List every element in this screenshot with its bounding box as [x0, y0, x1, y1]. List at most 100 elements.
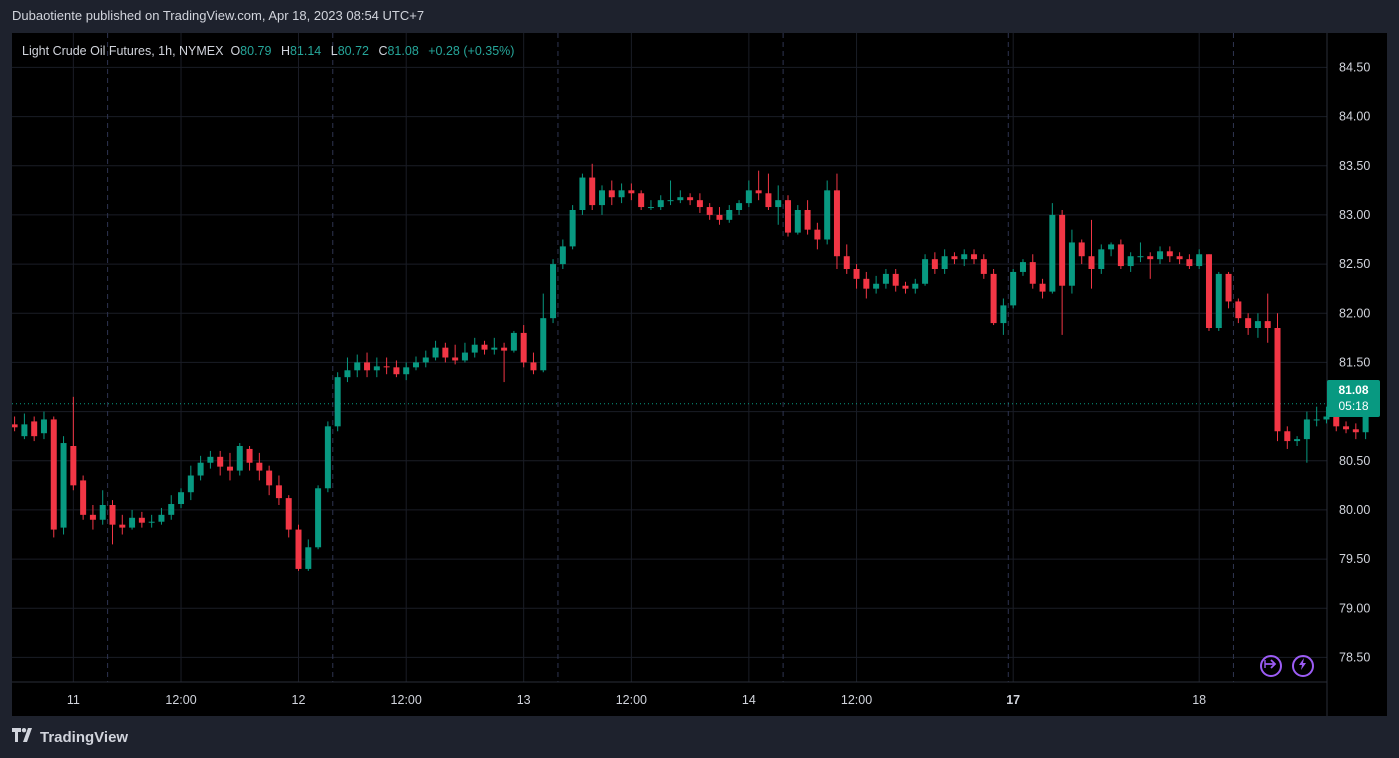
candle-body	[980, 259, 987, 274]
candle	[1352, 423, 1359, 440]
high-value: 81.14	[289, 44, 322, 58]
candle	[501, 342, 508, 383]
candle	[833, 173, 840, 269]
candlestick-chart[interactable]: 84.5084.0083.5083.0082.5082.0081.5081.00…	[12, 33, 1387, 716]
replay-button[interactable]	[1260, 655, 1282, 677]
candle	[618, 183, 625, 204]
candle-body	[716, 214, 723, 220]
candle	[608, 180, 615, 206]
candle-body	[1019, 262, 1026, 272]
candle-body	[236, 446, 243, 471]
candle	[785, 195, 792, 237]
candle-body	[892, 273, 899, 286]
last-price-value: 81.08	[1338, 383, 1369, 397]
candle-body	[50, 419, 57, 530]
candle	[599, 185, 605, 215]
candle	[285, 495, 292, 538]
candle-body	[403, 367, 410, 375]
candle-body	[579, 177, 586, 210]
candle	[129, 509, 136, 530]
candle-body	[647, 207, 654, 209]
candle-body	[833, 190, 840, 257]
candle-body	[1098, 249, 1105, 269]
candle	[119, 514, 126, 535]
price-axis[interactable]: 84.5084.0083.5083.0082.5082.0081.5081.00…	[1339, 60, 1370, 664]
candle-body	[618, 190, 625, 198]
candle-body	[31, 421, 38, 437]
candle-body	[1000, 305, 1007, 324]
candle	[1068, 229, 1075, 294]
candle	[442, 342, 449, 363]
candle	[364, 352, 371, 378]
candle-body	[1284, 431, 1291, 442]
candle-body	[373, 366, 380, 371]
candle	[628, 183, 635, 201]
candle	[1215, 271, 1222, 331]
candle	[1127, 252, 1134, 272]
candle-body	[1010, 271, 1017, 306]
candle	[843, 244, 850, 274]
chart-pane[interactable]: 84.5084.0083.5083.0082.5082.0081.5081.00…	[12, 33, 1387, 716]
candle	[971, 249, 978, 265]
candle	[1176, 252, 1183, 265]
candle	[716, 207, 723, 225]
x-tick-label: 17	[1006, 693, 1020, 707]
candle-body	[383, 366, 390, 368]
candle	[745, 180, 752, 208]
candle	[461, 342, 468, 363]
tradingview-logo-icon	[12, 728, 40, 746]
candle	[902, 281, 909, 294]
candle	[1166, 246, 1173, 263]
candle-body	[843, 256, 850, 269]
candle-body	[853, 269, 860, 279]
lightning-button[interactable]	[1292, 655, 1314, 677]
candle	[99, 490, 106, 525]
open-value: 80.79	[240, 44, 272, 58]
candle-body	[129, 517, 136, 528]
candle	[980, 254, 987, 279]
candle-body	[138, 517, 145, 523]
candle-body	[1127, 256, 1134, 267]
time-axis[interactable]: 11 12:00 12 12:00 13 12:00 14 12:00 17 18	[67, 693, 1206, 707]
candle	[393, 360, 400, 378]
candle	[383, 357, 390, 375]
candle-body	[912, 283, 919, 289]
candle-body	[354, 362, 361, 371]
candle-body	[941, 256, 948, 269]
candle	[951, 252, 958, 265]
candle	[354, 354, 361, 378]
y-tick-label: 79.00	[1339, 601, 1370, 615]
x-tick-label: 12:00	[616, 693, 647, 707]
candle-body	[412, 362, 419, 368]
lightning-icon	[1298, 657, 1308, 675]
candle	[1157, 246, 1164, 265]
y-tick-label: 84.50	[1339, 60, 1370, 74]
candle	[990, 269, 997, 326]
candle	[1049, 203, 1056, 294]
candle	[295, 524, 302, 571]
candle	[373, 357, 380, 378]
y-tick-label: 78.50	[1339, 650, 1370, 664]
candle-body	[80, 480, 87, 515]
candle-body	[1362, 403, 1369, 433]
candle-body	[1088, 256, 1095, 269]
candle	[21, 413, 28, 440]
candle	[696, 193, 703, 213]
candle	[138, 511, 145, 528]
tradingview-logo[interactable]: TradingView	[12, 728, 128, 746]
candle-body	[599, 190, 605, 206]
candle-body	[794, 210, 801, 233]
candle	[422, 350, 429, 368]
candle-body	[1176, 256, 1183, 260]
candle-body	[540, 318, 547, 371]
candle-body	[1294, 439, 1301, 442]
candle-body	[589, 177, 596, 206]
candle	[305, 539, 312, 571]
candle	[589, 163, 596, 210]
candle-body	[755, 190, 762, 194]
close-value: 81.08	[387, 44, 419, 58]
candle	[40, 411, 47, 440]
candle-body	[1078, 242, 1085, 257]
candle	[520, 325, 527, 368]
candle-body	[1264, 321, 1271, 328]
